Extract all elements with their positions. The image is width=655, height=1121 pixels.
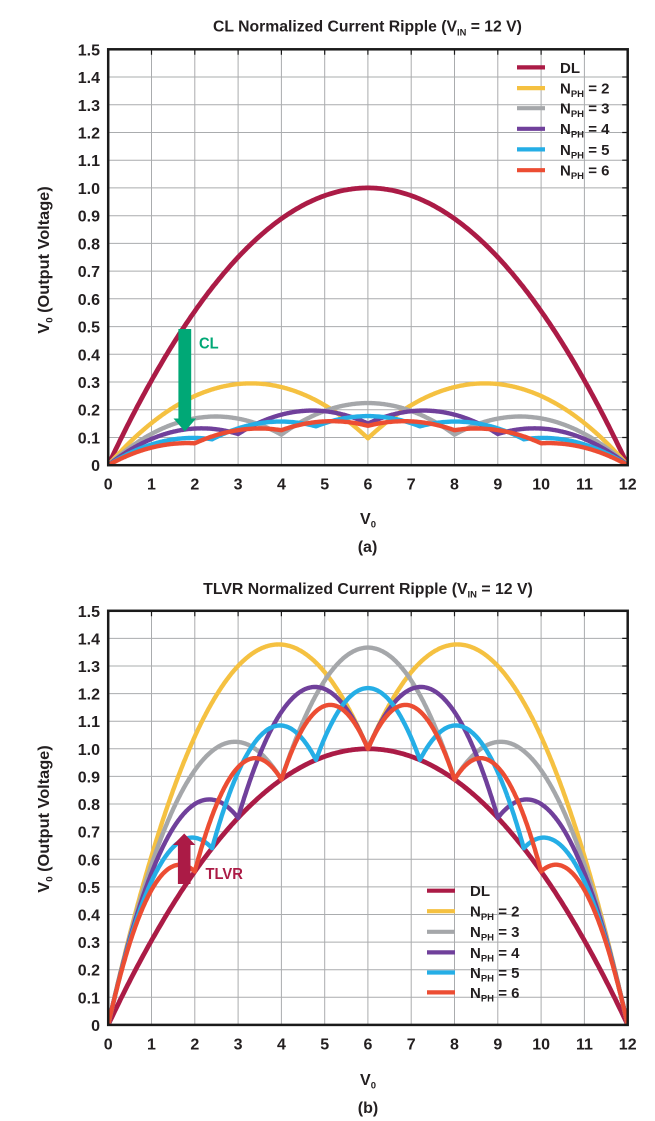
svg-text:NPH = 5: NPH = 5 [560,142,609,162]
svg-text:10: 10 [532,477,550,494]
svg-text:1.2: 1.2 [78,687,100,704]
svg-text:DL: DL [560,60,580,77]
svg-text:5: 5 [320,477,329,494]
svg-text:TLVR: TLVR [206,865,243,882]
svg-text:0.9: 0.9 [78,209,100,226]
svg-text:0: 0 [104,477,113,494]
svg-text:0.2: 0.2 [78,403,100,420]
svg-text:NPH = 3: NPH = 3 [470,924,519,944]
svg-text:0.4: 0.4 [78,347,100,364]
svg-text:7: 7 [407,1036,416,1053]
svg-text:1.4: 1.4 [78,70,100,87]
svg-text:0.7: 0.7 [78,264,100,281]
svg-text:0.3: 0.3 [78,375,100,392]
svg-text:4: 4 [277,1036,286,1053]
svg-text:0.1: 0.1 [78,990,100,1007]
svg-text:NPH = 6: NPH = 6 [560,163,609,183]
svg-text:NPH = 3: NPH = 3 [560,101,609,121]
svg-text:6: 6 [363,477,372,494]
svg-text:0.9: 0.9 [78,769,100,786]
svg-text:NPH = 2: NPH = 2 [560,81,609,101]
svg-text:0.5: 0.5 [78,320,100,337]
svg-text:1.3: 1.3 [78,98,100,115]
svg-text:1.0: 1.0 [78,742,100,759]
svg-text:0.5: 0.5 [78,880,100,897]
svg-text:3: 3 [234,1036,243,1053]
svg-text:DL: DL [470,883,490,900]
svg-text:(a): (a) [358,539,378,556]
svg-text:V0 (Output Voltage): V0 (Output Voltage) [35,186,55,333]
svg-text:(b): (b) [358,1100,378,1117]
svg-text:9: 9 [493,1036,502,1053]
svg-text:0.8: 0.8 [78,236,100,253]
svg-text:0.4: 0.4 [78,908,100,925]
svg-text:1: 1 [147,1036,156,1053]
svg-text:0.6: 0.6 [78,852,100,869]
svg-text:0.3: 0.3 [78,935,100,952]
svg-text:0.7: 0.7 [78,825,100,842]
svg-text:NPH = 6: NPH = 6 [470,985,519,1005]
svg-text:1.5: 1.5 [78,42,100,59]
svg-text:2: 2 [190,477,199,494]
svg-text:11: 11 [576,1036,593,1053]
svg-text:8: 8 [450,1036,459,1053]
svg-text:0: 0 [91,1018,100,1035]
svg-text:TLVR Normalized Current Ripple: TLVR Normalized Current Ripple (VIN = 12… [203,581,533,601]
svg-text:0: 0 [104,1036,113,1053]
svg-text:2: 2 [190,1036,199,1053]
svg-text:NPH = 4: NPH = 4 [560,121,610,141]
svg-text:NPH = 2: NPH = 2 [470,904,519,924]
svg-text:3: 3 [234,477,243,494]
svg-text:0.2: 0.2 [78,963,100,980]
svg-text:1.0: 1.0 [78,181,100,198]
svg-text:10: 10 [532,1036,550,1053]
svg-text:NPH = 4: NPH = 4 [470,945,520,965]
svg-text:NPH = 5: NPH = 5 [470,965,519,985]
svg-text:1.1: 1.1 [78,153,100,170]
svg-text:0.6: 0.6 [78,292,100,309]
svg-text:0.1: 0.1 [78,431,100,448]
svg-text:11: 11 [576,477,593,494]
svg-text:9: 9 [493,477,502,494]
svg-text:4: 4 [277,477,286,494]
svg-text:1: 1 [147,477,156,494]
svg-text:12: 12 [619,477,637,494]
svg-text:V0 (Output Voltage): V0 (Output Voltage) [35,745,55,892]
svg-text:6: 6 [363,1036,372,1053]
svg-text:5: 5 [320,1036,329,1053]
svg-text:1.1: 1.1 [78,714,100,731]
svg-text:0.8: 0.8 [78,797,100,814]
svg-text:1.5: 1.5 [78,604,100,621]
svg-text:1.2: 1.2 [78,126,100,143]
svg-text:1.3: 1.3 [78,659,100,676]
svg-text:CL: CL [199,335,219,353]
svg-text:7: 7 [407,477,416,494]
svg-text:12: 12 [619,1036,637,1053]
svg-text:8: 8 [450,477,459,494]
svg-text:0: 0 [91,458,100,475]
svg-text:1.4: 1.4 [78,631,100,648]
svg-text:CL Normalized Current Ripple (: CL Normalized Current Ripple (VIN = 12 V… [213,18,522,37]
